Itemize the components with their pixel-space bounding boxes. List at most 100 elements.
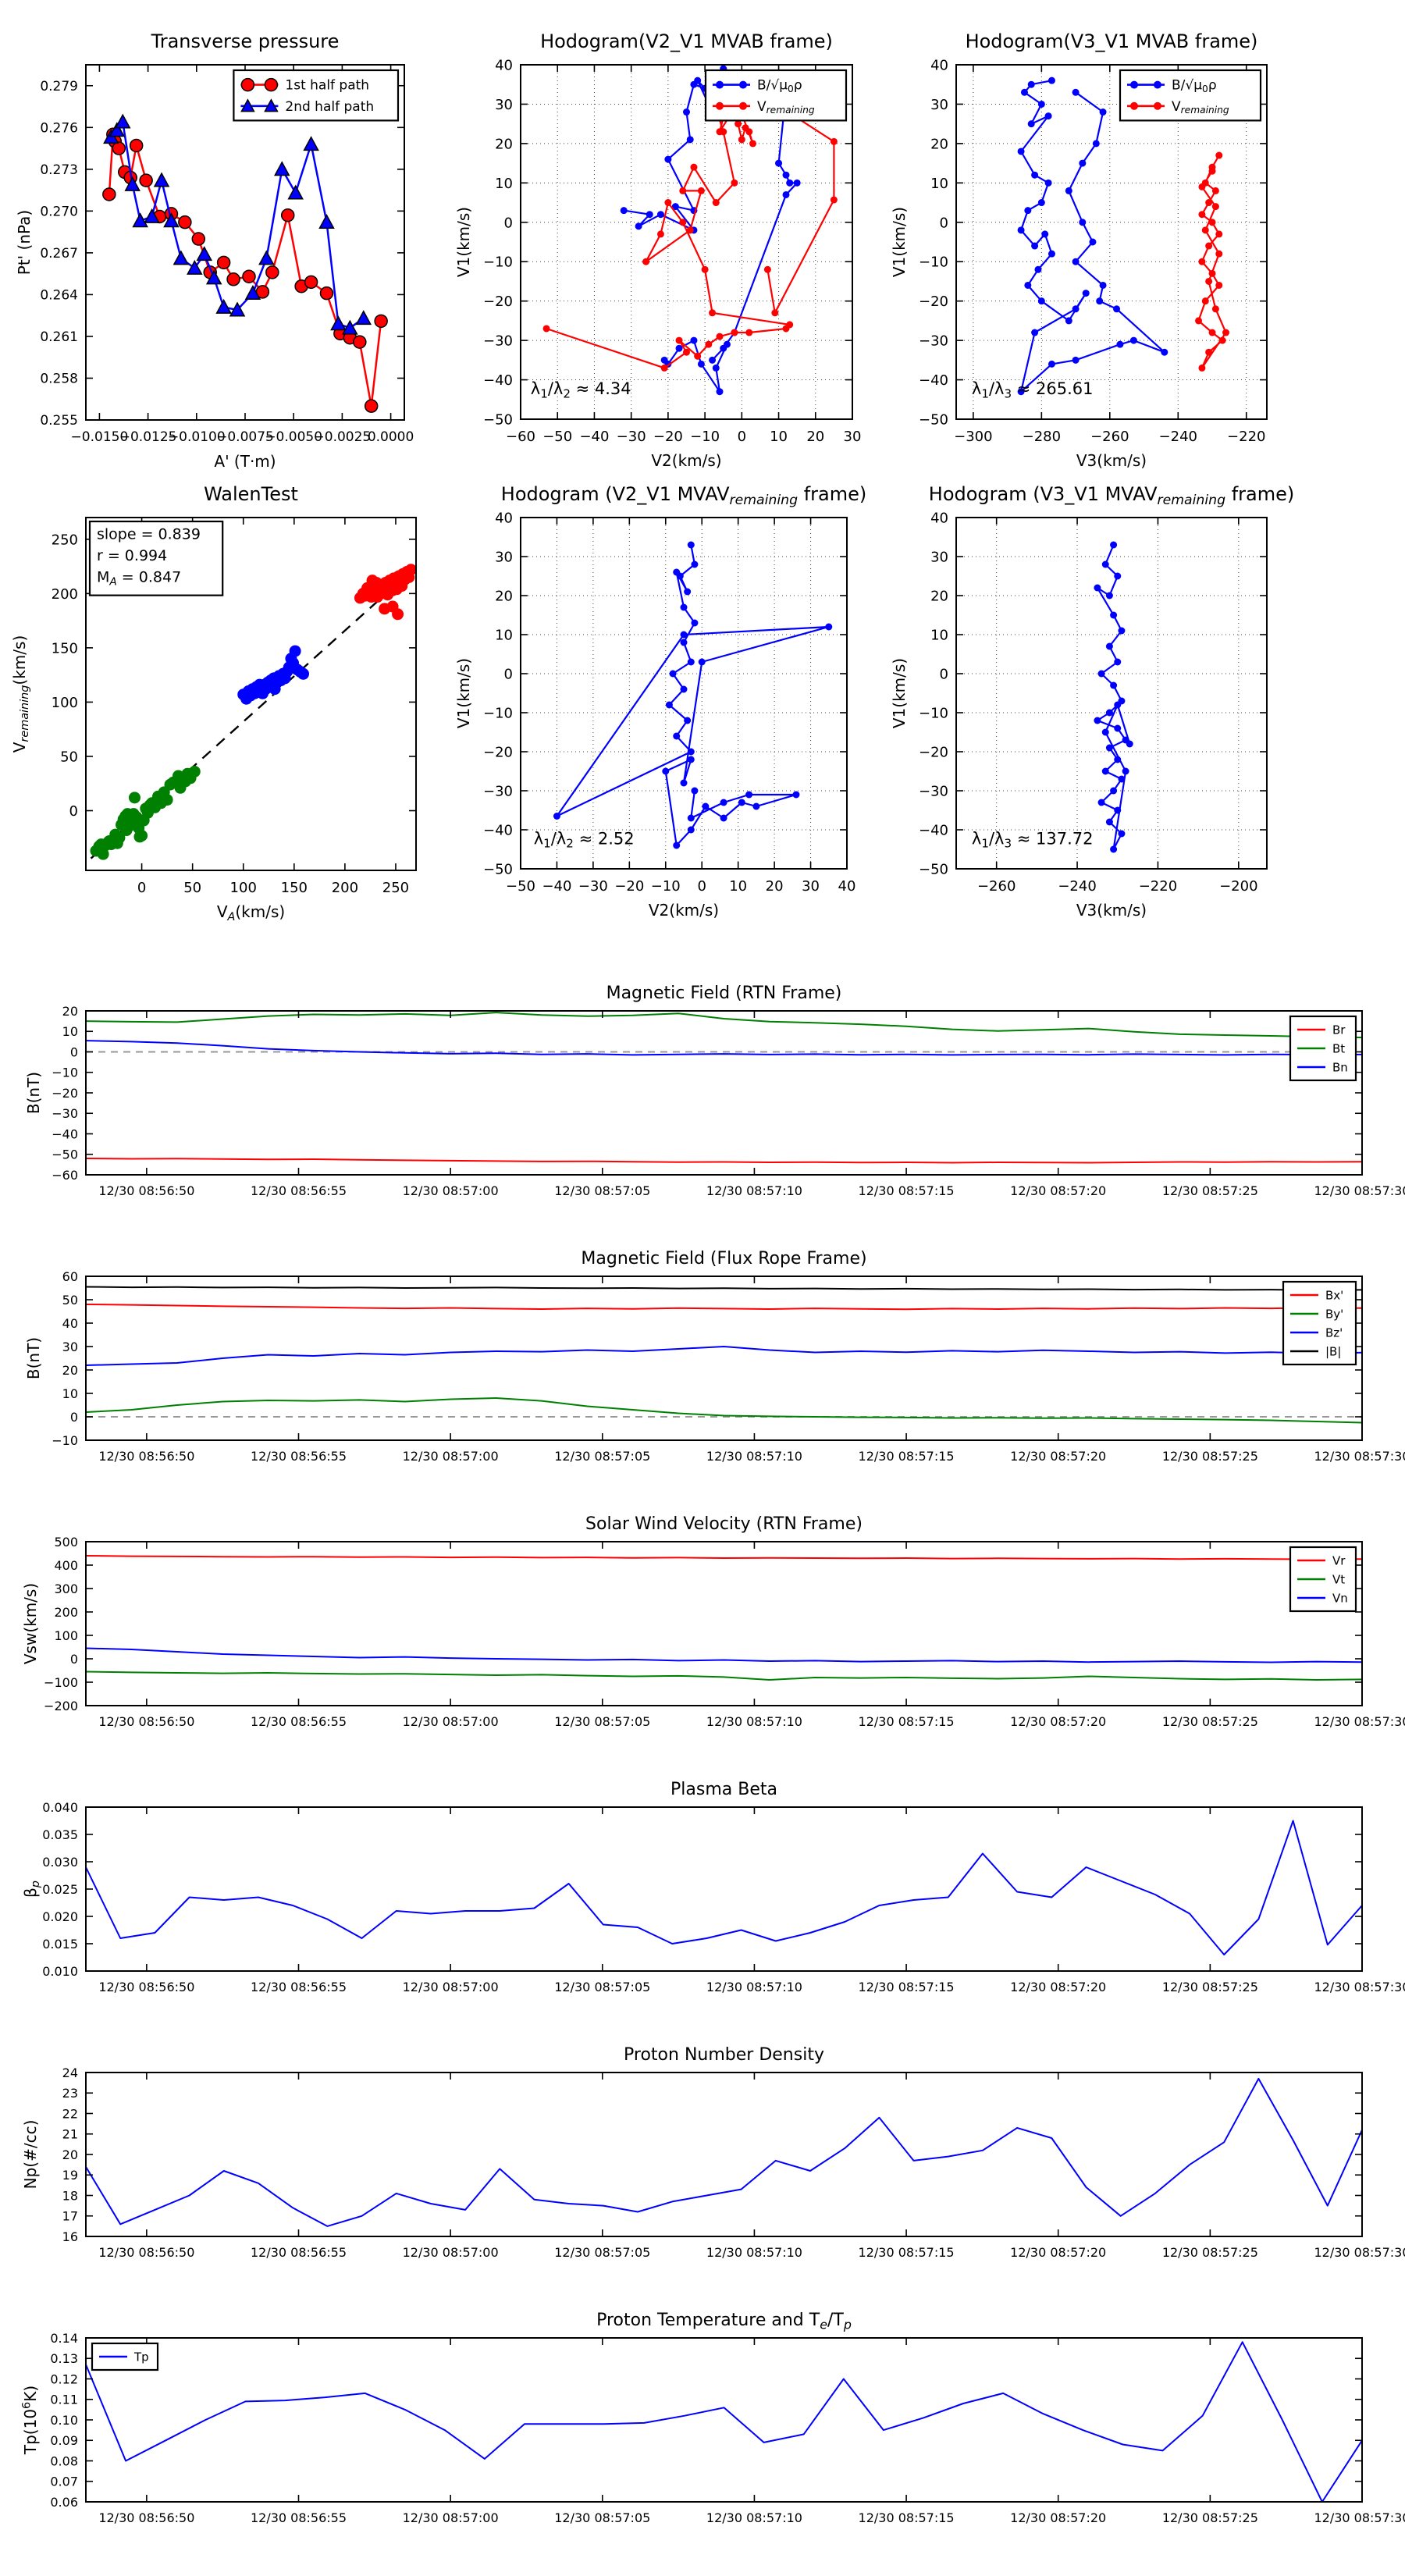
x-tick-label: 30 [844,429,862,445]
chart-hodogram-v2v1-mvav: −50 −40 −30 −20 −10 0 10 20 30 40 −50 −40 −30 −20 −10 0… [454,483,866,920]
y-tick-label: −60 [52,1168,78,1183]
y-tick-label: −20 [483,744,513,760]
y-tick-label: −20 [919,744,948,760]
x-tick-label: 30 [802,878,820,895]
x-tick-label: 12/30 08:57:10 [706,1183,802,1198]
x-tick-label: −0.0025 [314,429,372,445]
axes-frame [955,517,1268,870]
y-tick-label: −30 [52,1106,78,1121]
x-tick-label: −0.0050 [265,429,322,445]
x-tick-label: 12/30 08:57:05 [554,1714,650,1729]
legend-box [1119,69,1262,122]
y-tick-label: 30 [930,549,948,565]
y-tick-label: −20 [483,294,513,310]
legend-label: Vt [1332,1572,1345,1586]
x-tick-label: 12/30 08:57:10 [706,1714,802,1729]
y-tick-label: 200 [54,1605,78,1620]
y-tick-label: 0 [940,215,948,231]
annotation: λ1/λ3 ≈ 265.61 [972,379,1094,400]
y-tick-label: 10 [62,1024,78,1039]
x-tick-label: 12/30 08:57:20 [1010,2245,1106,2260]
x-tick-label: 12/30 08:57:25 [1162,2245,1258,2260]
x-tick-label: 10 [729,878,747,895]
y-tick-label: −10 [52,1433,78,1448]
series-Br [85,1158,1363,1164]
x-tick-label: 12/30 08:56:55 [251,1449,347,1464]
y-tick-label: −30 [919,333,948,350]
y-tick-label: 10 [62,1386,78,1401]
axes-frame [85,1806,1363,1972]
x-tick-label: 12/30 08:57:15 [859,1183,955,1198]
x-tick-label: 12/30 08:57:05 [554,2245,650,2260]
y-tick-label: 30 [62,1340,78,1354]
x-tick-label: 250 [382,880,409,896]
x-tick-label: 12/30 08:57:25 [1162,2510,1258,2525]
y-axis-label: V1(km/s) [890,658,909,728]
y-tick-label: −50 [919,411,948,428]
chart-title: Hodogram(V3_V1 MVAB frame) [966,30,1258,52]
y-tick-label: 17 [62,2209,78,2224]
y-tick-label: 0.267 [40,246,78,262]
x-tick-label: −0.0100 [168,429,226,445]
x-tick-label: 12/30 08:57:25 [1162,1714,1258,1729]
stats-line: MA = 0.847 [97,569,181,589]
x-tick-label: 12/30 08:57:25 [1162,1449,1258,1464]
stats-line: r = 0.994 [97,547,167,564]
x-axis-label: VA(km/s) [217,902,285,923]
legend-label: 1st half path [285,78,369,94]
x-tick-label: 12/30 08:57:00 [403,1183,499,1198]
series-By' [85,1397,1363,1424]
y-tick-label: 0 [70,1044,78,1059]
axes-frame [85,1541,1363,1706]
legend-label: Vremaining [757,99,815,116]
y-tick-label: 150 [52,640,78,656]
chart-b-rtn: 12/30 08:56:50 12/30 08:56:55 12/30 08:57:… [24,984,1405,1198]
x-tick-label: 12/30 08:57:30 [1314,1714,1405,1729]
x-tick-label: −240 [1159,429,1197,445]
x-tick-label: 12/30 08:57:20 [1010,2510,1106,2525]
legend-label: 2nd half path [285,99,374,115]
chart-title: Solar Wind Velocity (RTN Frame) [585,1514,863,1534]
y-tick-label: 0.276 [40,120,78,136]
legend-label: Bx' [1325,1288,1343,1302]
x-tick-label: 10 [770,429,788,445]
x-tick-label: 12/30 08:56:50 [98,1449,194,1464]
x-tick-label: 12/30 08:57:10 [706,1980,802,1994]
x-tick-label: 12/30 08:56:55 [251,1980,347,1994]
axes-frame [520,517,848,870]
x-tick-label: 12/30 08:57:00 [403,1980,499,1994]
y-axis-label: Np(#/cc) [21,2120,40,2190]
x-tick-label: 20 [806,429,824,445]
y-tick-label: 20 [62,1004,78,1019]
series-|B| [85,1286,1363,1291]
x-tick-label: 0 [697,878,706,895]
x-tick-label: 12/30 08:56:55 [251,2245,347,2260]
chart-proton-temp: 12/30 08:56:50 12/30 08:56:55 12/30 08:57:… [20,2311,1405,2525]
y-tick-label: 300 [54,1582,78,1596]
x-tick-label: 12/30 08:57:05 [554,2510,650,2525]
y-tick-label: 200 [52,586,78,603]
y-tick-label: −40 [483,372,513,389]
y-tick-label: 22 [62,2106,78,2121]
y-tick-label: 0.264 [40,288,78,304]
x-tick-label: −40 [579,429,609,445]
stats-box [88,520,224,596]
x-tick-label: 12/30 08:57:00 [403,2245,499,2260]
y-tick-label: −10 [483,705,513,721]
x-tick-label: 12/30 08:57:30 [1314,1449,1405,1464]
y-tick-label: 20 [495,136,513,152]
y-tick-label: 40 [930,510,948,526]
legend-box [233,69,400,122]
axes-frame [85,517,417,871]
x-tick-label: 40 [838,878,856,895]
y-tick-label: −50 [919,861,948,877]
y-tick-label: 0 [940,666,948,682]
x-tick-label: 12/30 08:57:20 [1010,1449,1106,1464]
y-axis-label: βp [21,1880,42,1898]
y-tick-label: 60 [62,1269,78,1284]
legend-label: Vr [1332,1553,1346,1567]
x-tick-label: 12/30 08:56:50 [98,2245,194,2260]
x-tick-label: 0.0000 [368,429,414,445]
y-tick-label: 0.261 [40,329,78,345]
y-tick-label: −30 [483,783,513,799]
